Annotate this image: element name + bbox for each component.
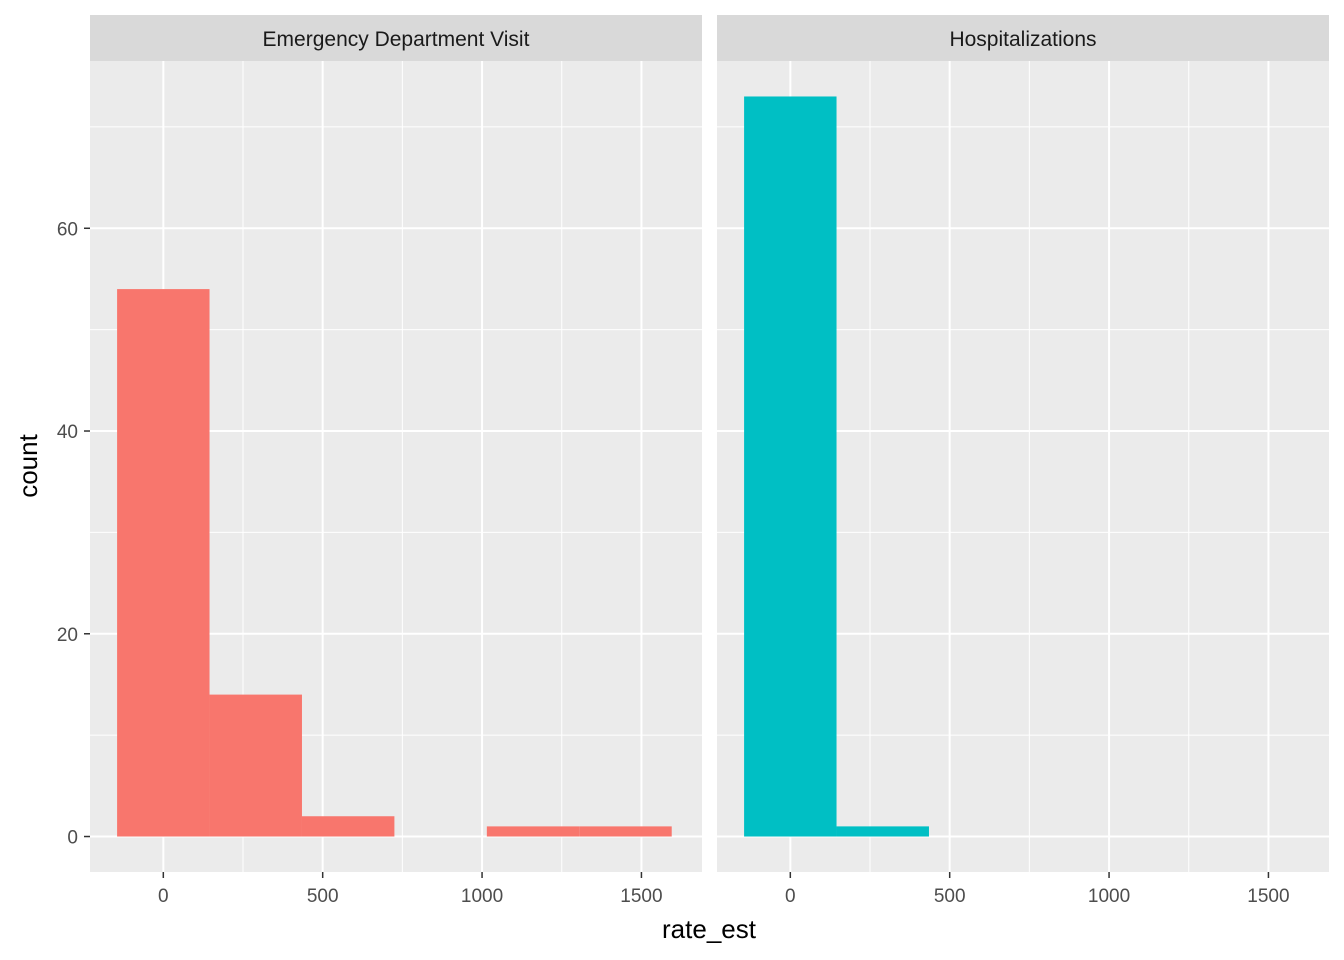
x-tick-label: 1500	[1247, 886, 1289, 907]
x-tick-label: 500	[934, 886, 966, 907]
histogram-bar	[486, 826, 580, 837]
histogram-bar	[744, 96, 837, 837]
x-tick-label: 500	[307, 886, 339, 907]
x-tick-label: 1000	[461, 886, 503, 907]
histogram-bar	[301, 816, 395, 837]
facet-strip	[717, 15, 1329, 61]
facet-strip	[90, 15, 702, 61]
histogram-bar	[836, 826, 929, 837]
x-tick-label: 1000	[1088, 886, 1130, 907]
y-tick-label: 40	[57, 422, 78, 443]
y-axis: 0 20 40 60	[57, 219, 90, 849]
y-axis-title: count	[13, 433, 43, 497]
y-tick-label: 20	[57, 625, 78, 646]
x-tick-label: 0	[158, 886, 169, 907]
facet-strip-label: Emergency Department Visit	[263, 28, 530, 51]
x-tick-label: 0	[785, 886, 796, 907]
histogram-bar	[209, 694, 302, 837]
x-tick-label: 1500	[620, 886, 662, 907]
histogram-bar	[579, 826, 672, 837]
facet-strip-label: Hospitalizations	[949, 28, 1096, 51]
histogram-bar	[117, 289, 210, 837]
y-tick-label: 0	[67, 828, 78, 849]
facet-panel-1: Hospitalizations 0 500 1000 1500	[717, 15, 1329, 907]
y-tick-label: 60	[57, 219, 78, 240]
facet-panel-0: Emergency Department Visit 0 500 1000 1500	[90, 15, 702, 907]
x-axis-title: rate_est	[662, 914, 757, 944]
